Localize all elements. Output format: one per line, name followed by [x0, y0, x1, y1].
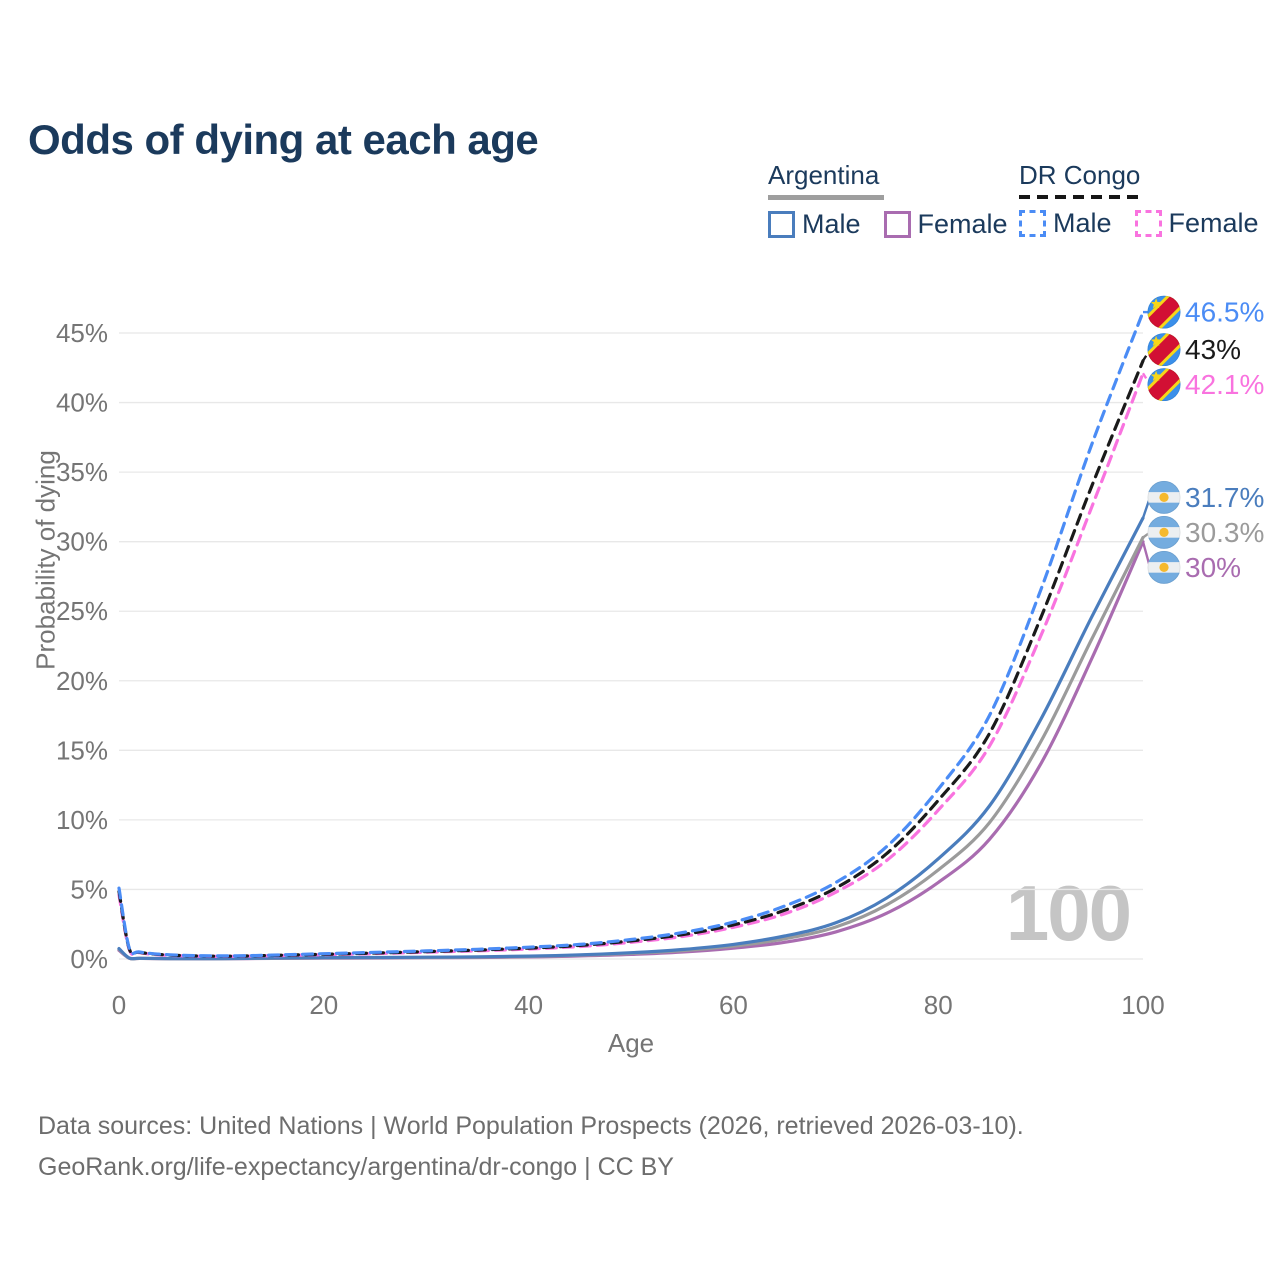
end-label-argentina-both: 30.3%: [1185, 517, 1264, 548]
y-tick-label: 5%: [70, 874, 108, 904]
dr-congo-female-swatch-icon[interactable]: [1134, 210, 1162, 237]
series-line-drcongo-female[interactable]: [117, 371, 1145, 958]
argentina-female-swatch-icon[interactable]: [883, 211, 911, 238]
dr-congo-line-style-sample: [1019, 195, 1139, 199]
y-tick-label: 25%: [56, 596, 108, 626]
y-tick-label: 0%: [70, 944, 108, 974]
legend-heading-dr-congo[interactable]: DR Congo: [1019, 160, 1141, 190]
argentina-male-swatch-icon[interactable]: [768, 211, 795, 238]
data-source-line: Data sources: United Nations | World Pop…: [38, 1112, 1024, 1140]
y-axis-title: Probability of dying: [30, 450, 61, 670]
legend-group-dr-congo: DR Congo Male Female: [1019, 160, 1280, 239]
legend-heading-argentina[interactable]: Argentina: [768, 160, 880, 190]
legend-group-argentina: Argentina Male Female: [768, 160, 1031, 240]
argentina-flag-icon: [1147, 480, 1181, 514]
legend-label-male: Male: [1053, 208, 1112, 238]
x-tick-label: 0: [112, 990, 126, 1020]
legend-label-female: Female: [917, 209, 1008, 239]
end-label-drcongo-female: 42.1%: [1185, 369, 1264, 400]
x-axis-title: Age: [607, 1028, 655, 1058]
end-label-drcongo-both: 43%: [1185, 334, 1241, 365]
footer: Data sources: United Nations | World Pop…: [38, 1106, 1024, 1188]
end-label-argentina-female: 30%: [1185, 552, 1241, 583]
legend-item-argentina-female[interactable]: Female: [883, 209, 1008, 240]
argentina-flag-icon: [1147, 550, 1181, 584]
x-tick-label: 40: [514, 990, 543, 1020]
x-tick-label: 100: [1121, 990, 1164, 1020]
legend-item-dr-congo-female[interactable]: Female: [1134, 208, 1259, 239]
x-tick-label: 80: [924, 990, 953, 1020]
attribution-line: GeoRank.org/life-expectancy/argentina/dr…: [38, 1153, 674, 1181]
end-label-drcongo-male: 46.5%: [1185, 297, 1264, 328]
y-tick-label: 40%: [56, 388, 108, 418]
x-tick-label: 20: [309, 990, 338, 1020]
series-line-drcongo-male[interactable]: [117, 310, 1145, 958]
series-line-argentina-male[interactable]: [117, 516, 1145, 961]
y-tick-label: 20%: [56, 666, 108, 696]
x-tick-label: 60: [719, 990, 748, 1020]
end-label-argentina-male: 31.7%: [1185, 482, 1264, 513]
y-tick-label: 15%: [56, 735, 108, 765]
legend-item-argentina-male[interactable]: Male: [768, 209, 861, 240]
y-tick-label: 45%: [56, 318, 108, 348]
y-tick-label: 35%: [56, 457, 108, 487]
dr-congo-male-swatch-icon[interactable]: [1019, 210, 1046, 237]
hover-age-watermark: 100: [1005, 869, 1132, 957]
y-tick-label: 30%: [56, 527, 108, 557]
legend-item-dr-congo-male[interactable]: Male: [1019, 208, 1112, 239]
page-title: Odds of dying at each age: [28, 116, 539, 164]
argentina-line-style-sample: [768, 195, 884, 200]
y-tick-label: 10%: [56, 805, 108, 835]
legend-label-female: Female: [1168, 208, 1259, 238]
series-line-drcongo-both[interactable]: [117, 359, 1145, 958]
argentina-flag-icon: [1147, 515, 1181, 549]
legend-label-male: Male: [802, 209, 861, 239]
